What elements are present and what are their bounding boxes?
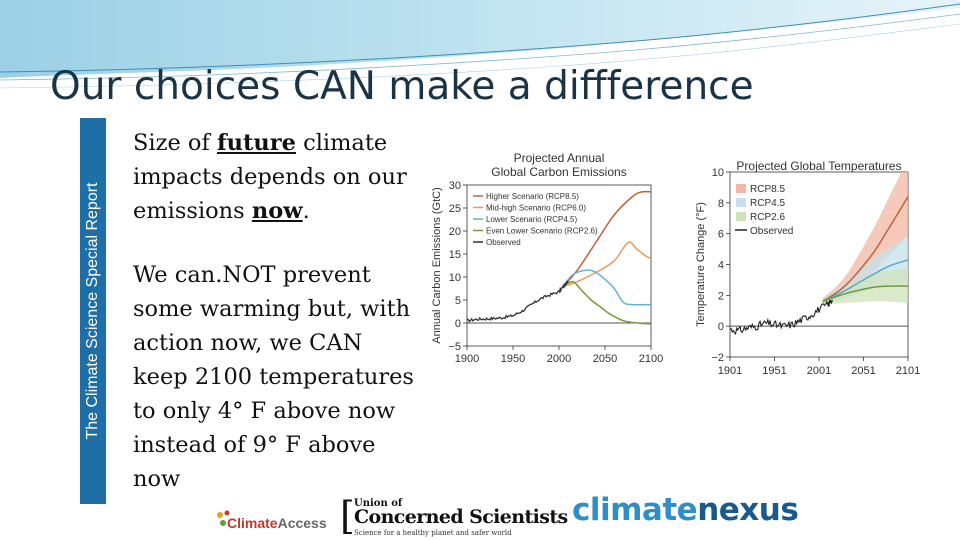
para1-text-a: Size of [133, 130, 217, 156]
temp-y-axis-label: Temperature Change (°F) [695, 202, 707, 327]
carbon-series-observed [466, 280, 569, 323]
carbon-y-tick-label: 0 [455, 318, 461, 330]
ucs-line2: Concerned Scientists [354, 506, 568, 528]
temp-legend-label: RCP2.6 [750, 212, 785, 223]
temp-y-tick-label: 6 [718, 229, 724, 241]
temp-legend-label: RCP8.5 [750, 184, 785, 195]
slide-title: Our choices CAN make a diffference [50, 64, 754, 109]
paragraph-impacts: Size of future climate impacts depends o… [133, 126, 423, 228]
ucs-logo: [ Union of Concerned Scientists Science … [340, 494, 568, 540]
carbon-x-tick-label: 1900 [455, 353, 479, 365]
temp-legend-swatch [736, 198, 746, 207]
temp-legend-label: Observed [750, 226, 793, 237]
climate-access-word-b: Access [277, 515, 327, 531]
carbon-series-line [562, 269, 652, 306]
temp-legend-swatch [736, 212, 746, 221]
carbon-legend-label: Lower Scenario (RCP4.5) [486, 215, 577, 224]
para1-emphasis-future: future [216, 130, 296, 156]
carbon-legend-label: Mid-high Scenario (RCP6.0) [486, 204, 586, 213]
temp-y-tick-label: 0 [718, 321, 724, 333]
temp-series-line-rcp85 [822, 196, 908, 303]
para1-emphasis-now: now [251, 198, 303, 224]
temp-x-tick-label: 1901 [718, 365, 742, 377]
climate-nexus-logo: climatenexus [572, 492, 799, 536]
temp-series-line-rcp26 [822, 285, 908, 303]
carbon-x-tick-label: 2100 [639, 353, 663, 365]
climate-access-wordmark: ClimateAccess [227, 515, 327, 531]
header-wave-decoration [0, 0, 960, 89]
temp-x-tick-label: 2051 [851, 365, 875, 377]
climate-access-logo: ClimateAccess [215, 505, 327, 535]
temp-y-tick-label: 8 [718, 198, 724, 210]
carbon-legend-label: Higher Scenario (RCP8.5) [486, 192, 579, 201]
sidebar-banner: The Climate Science Special Report [80, 118, 106, 504]
climate-nexus-word-a: climate [572, 492, 698, 528]
temp-y-tick-label: 10 [712, 167, 724, 179]
carbon-x-tick-label: 2000 [547, 353, 571, 365]
temp-y-tick-label: 4 [718, 260, 724, 272]
carbon-y-axis-label: Annual Carbon Emissions (GtC) [431, 187, 443, 344]
carbon-y-tick-label: 20 [449, 226, 461, 238]
carbon-title-line: Projected Annual [514, 151, 605, 165]
temperature-chart: Projected Global Temperatures Temperature… [695, 159, 920, 377]
ucs-line1: Union of [354, 498, 403, 509]
carbon-y-tick-label: −5 [448, 341, 461, 353]
temp-band-rcp85 [822, 172, 908, 305]
carbon-y-tick-label: 5 [455, 295, 461, 307]
temp-series-observed [729, 299, 833, 336]
ucs-bracket-icon: [ [340, 494, 355, 538]
temp-series-line-rcp45 [822, 259, 908, 303]
carbon-x-tick-label: 2050 [593, 353, 617, 365]
temp-legend-label: RCP4.5 [750, 198, 785, 209]
temp-x-tick-label: 2101 [896, 365, 920, 377]
climate-access-mark-icon [217, 510, 230, 526]
temp-x-tick-label: 2001 [807, 365, 831, 377]
climate-nexus-wordmark: climatenexus [572, 492, 799, 528]
carbon-series-line [563, 280, 652, 325]
carbon-y-tick-label: 25 [449, 203, 461, 215]
temp-legend-swatch [736, 184, 746, 193]
ucs-line3: Science for a healthy planet and safer w… [354, 529, 512, 537]
paragraph-warming: We can.NOT prevent some warming but, wit… [133, 262, 414, 492]
temp-y-tick-label: −2 [711, 352, 724, 364]
para1-text-b: climate impacts depends on our emissions [133, 130, 407, 224]
carbon-y-tick-label: 15 [449, 249, 461, 261]
temp-title: Projected Global Temperatures [736, 159, 901, 173]
temp-band-rcp26 [822, 269, 908, 305]
carbon-y-tick-label: 30 [449, 180, 461, 192]
carbon-series-line [563, 190, 652, 287]
carbon-series-line [563, 241, 652, 287]
climate-access-word-a: Climate [227, 515, 278, 531]
carbon-x-tick-label: 1950 [501, 353, 525, 365]
temp-y-tick-label: 2 [718, 290, 724, 302]
sidebar-label: The Climate Science Special Report [84, 182, 101, 440]
temp-x-tick-label: 1951 [762, 365, 786, 377]
carbon-legend-label: Even Lower Scenario (RCP2.6) [486, 227, 598, 236]
carbon-title-line: Global Carbon Emissions [491, 165, 626, 179]
climate-nexus-word-b: nexus [697, 492, 799, 528]
carbon-y-tick-label: 10 [449, 272, 461, 284]
para1-text-c: . [302, 198, 310, 224]
carbon-legend-label: Observed [486, 238, 521, 247]
